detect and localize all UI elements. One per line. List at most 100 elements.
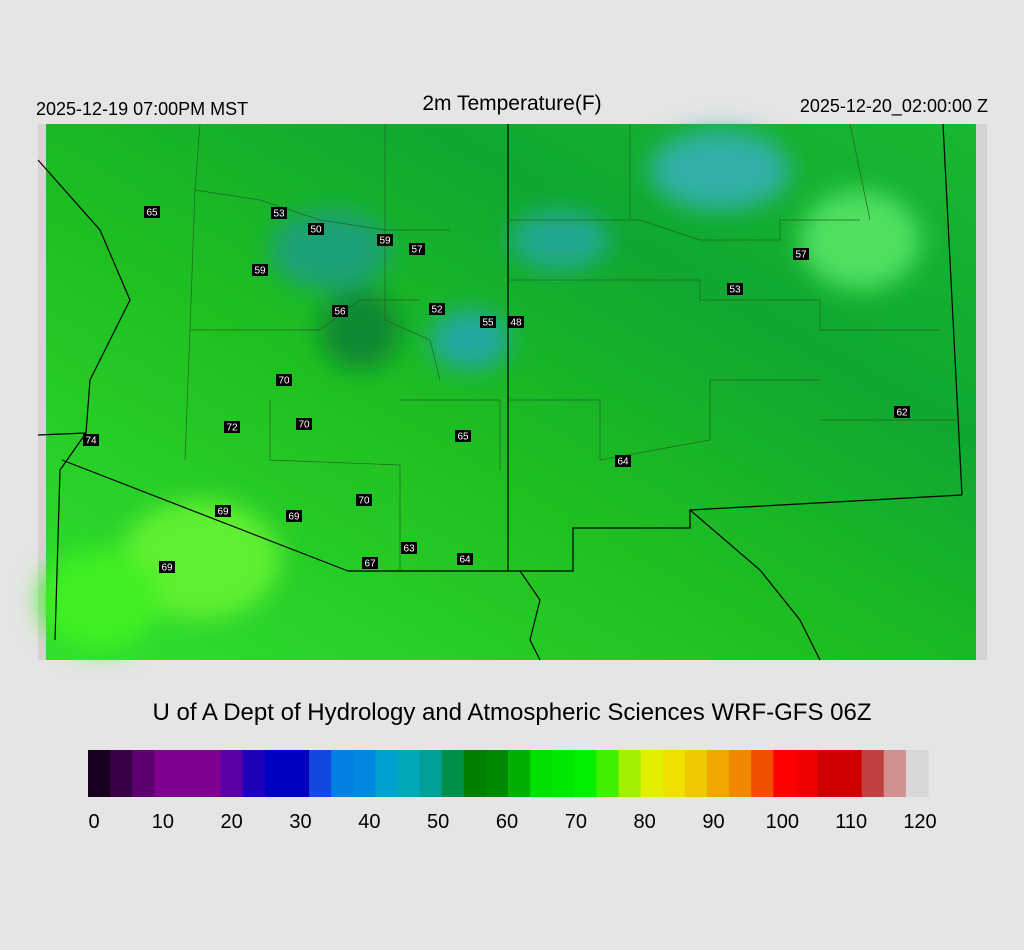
colorbar-tick-label: 110 <box>835 811 867 833</box>
station: 64 <box>615 455 631 468</box>
colorbar-segment <box>574 750 597 797</box>
colorbar-segment <box>905 750 929 797</box>
station-value: 56 <box>334 307 346 318</box>
station: 65 <box>144 206 160 219</box>
colorbar-segment <box>795 750 818 797</box>
colorbar-segment <box>397 750 421 797</box>
colorbar-segment <box>552 750 575 797</box>
colorbar-segment <box>286 750 310 797</box>
colorbar-segment <box>751 750 774 797</box>
colorbar-tick-label: 10 <box>152 811 174 833</box>
station: 70 <box>296 418 312 431</box>
station-box <box>377 234 393 246</box>
station: 52 <box>429 303 445 316</box>
station-box <box>296 418 312 430</box>
station: 53 <box>271 207 287 220</box>
colorbar-segment <box>441 750 465 797</box>
station-value: 70 <box>358 496 370 507</box>
station-box <box>144 206 160 218</box>
colorbar-segment <box>154 750 177 797</box>
station-value: 64 <box>617 457 629 468</box>
station: 53 <box>727 283 743 296</box>
station-box <box>252 264 268 276</box>
map-title: 2m Temperature(F) <box>422 92 601 115</box>
station: 69 <box>215 505 231 518</box>
station: 69 <box>286 510 302 523</box>
colorbar-tick-label: 90 <box>702 811 724 833</box>
station: 70 <box>356 494 372 507</box>
station-value: 65 <box>457 432 469 443</box>
station-box <box>401 542 417 554</box>
colorbar-segment <box>110 750 133 797</box>
colorbar-tick-label: 20 <box>221 811 243 833</box>
station: 57 <box>793 248 809 261</box>
station: 72 <box>224 421 240 434</box>
station-value: 69 <box>288 512 300 523</box>
colorbar-segment <box>773 750 796 797</box>
station: 55 <box>480 316 496 329</box>
colorbar-tick-label: 40 <box>358 811 380 833</box>
colorbar-segment <box>530 750 553 797</box>
station-box <box>480 316 496 328</box>
station-value: 65 <box>146 208 158 219</box>
station-value: 55 <box>482 318 494 329</box>
station-box <box>308 223 324 235</box>
colorbar-segment <box>596 750 620 797</box>
station-value: 69 <box>217 507 229 518</box>
cool-areas <box>40 130 920 650</box>
station: 59 <box>252 264 268 277</box>
station: 69 <box>159 561 175 574</box>
colorbar-tick-label: 0 <box>88 811 99 833</box>
colorbar: 0 10 20 30 40 50 60 70 80 90 100 110 120 <box>88 750 937 833</box>
station: 74 <box>83 434 99 447</box>
station-box <box>894 406 910 418</box>
colorbar-tick-label: 30 <box>289 811 311 833</box>
colorbar-tick-label: 80 <box>634 811 656 833</box>
colorbar-segment <box>817 750 841 797</box>
station-box <box>727 283 743 295</box>
colorbar-segment <box>264 750 288 797</box>
station-value: 57 <box>411 245 423 256</box>
station-box <box>455 430 471 442</box>
colorbar-segment <box>684 750 708 797</box>
station-box <box>429 303 445 315</box>
station-box <box>615 455 631 467</box>
station: 70 <box>276 374 292 387</box>
station-value: 48 <box>510 318 522 329</box>
station: 56 <box>332 305 348 318</box>
station-box <box>508 316 524 328</box>
station-value: 53 <box>729 285 741 296</box>
station-value: 62 <box>896 408 908 419</box>
station-box <box>457 553 473 565</box>
station-box <box>793 248 809 260</box>
station-value: 70 <box>278 376 290 387</box>
colorbar-segment <box>729 750 752 797</box>
colorbar-tick-label: 120 <box>903 811 936 833</box>
station: 48 <box>508 316 524 329</box>
station-value: 74 <box>85 436 97 447</box>
station-value: 59 <box>254 266 266 277</box>
colorbar-segment <box>309 750 332 797</box>
station-box <box>271 207 287 219</box>
station: 59 <box>377 234 393 247</box>
colorbar-tick-label: 100 <box>766 811 799 833</box>
station-box <box>356 494 372 506</box>
station-box <box>159 561 175 573</box>
station-box <box>83 434 99 446</box>
colorbar-segment <box>485 750 509 797</box>
colorbar-segment <box>375 750 398 797</box>
station-value: 57 <box>795 250 807 261</box>
colorbar-segment <box>419 750 443 797</box>
station-labels: 65 53 50 59 57 59 56 52 55 48 70 72 70 74 65 64 69 69 70 63… <box>83 206 910 574</box>
station-box <box>276 374 292 386</box>
colorbar-segment <box>839 750 863 797</box>
county-borders <box>184 123 960 570</box>
station: 57 <box>409 243 425 256</box>
station-box <box>286 510 302 522</box>
station: 64 <box>457 553 473 566</box>
state-borders <box>37 123 963 661</box>
colorbar-segment <box>706 750 730 797</box>
colorbar-segment <box>242 750 266 797</box>
